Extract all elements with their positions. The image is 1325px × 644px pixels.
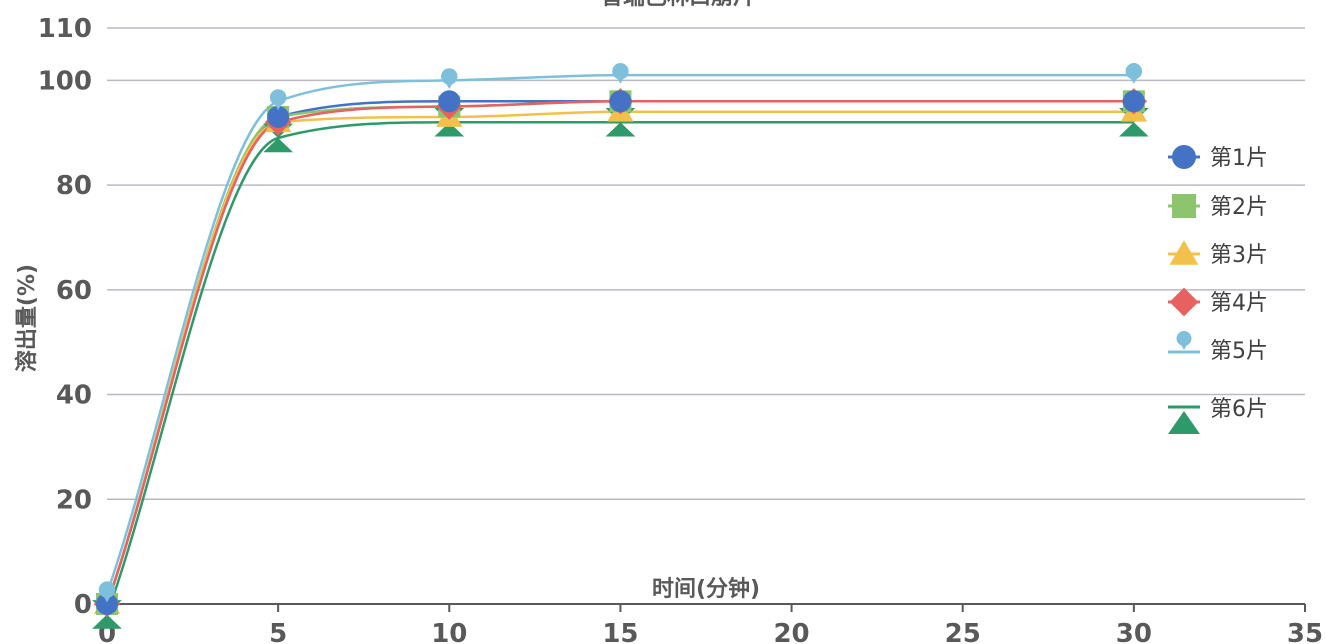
x-tick-label: 10 (431, 619, 467, 644)
x-tick-label: 20 (773, 619, 809, 644)
pin-tip (444, 80, 455, 90)
y-tick-label: 100 (38, 66, 92, 96)
legend-marker (1172, 145, 1196, 169)
legend-item-3: 第3片 (1168, 240, 1268, 268)
series-markers-4 (93, 88, 1148, 618)
legend-marker (1168, 411, 1200, 434)
grid-layer (107, 27, 1305, 501)
legend-marker (1169, 240, 1199, 265)
legend-item-6: 第6片 (1168, 397, 1268, 434)
pin-tip (615, 75, 626, 84)
series-layer (105, 73, 1134, 615)
pin-tip (1179, 342, 1189, 350)
data-point (98, 581, 116, 603)
legend-label: 第5片 (1210, 339, 1268, 364)
data-point (441, 68, 458, 90)
legend-marker (1172, 194, 1196, 218)
y-tick-label: 40 (56, 381, 92, 411)
data-point (269, 89, 287, 111)
legend-label: 第1片 (1210, 146, 1268, 171)
series-markers-2 (96, 90, 1145, 615)
data-point (1122, 90, 1145, 113)
y-tick-label: 60 (56, 276, 92, 306)
legend-marker (1169, 287, 1199, 317)
data-point (609, 90, 632, 113)
data-point (1125, 63, 1143, 84)
chart-title: 普瑞巴林口崩片 (601, 0, 755, 10)
y-tick-label: 110 (38, 14, 92, 44)
data-point (438, 90, 461, 113)
y-tick-label: 0 (74, 590, 92, 620)
pin-tip (1128, 75, 1139, 84)
pin-tip (102, 593, 112, 603)
x-tick-label: 30 (1116, 619, 1152, 644)
series-line-6 (105, 121, 1134, 615)
series-line-1 (105, 100, 1134, 605)
y-tick-label: 20 (56, 485, 92, 515)
data-point (267, 106, 290, 129)
series-markers-1 (96, 90, 1145, 615)
data-point (96, 593, 118, 615)
series-markers-3 (93, 99, 1148, 614)
series-markers-5 (98, 63, 1143, 603)
legend-item-2: 第2片 (1168, 194, 1268, 220)
x-tick-label: 35 (1287, 619, 1323, 644)
x-tick-label: 15 (602, 619, 638, 644)
x-tick-label: 5 (269, 619, 287, 644)
y-tick-label: 80 (56, 171, 92, 201)
y-axis-title: 溶出量(%) (14, 264, 40, 372)
legend-marker (1176, 331, 1192, 350)
legend-item-4: 第4片 (1168, 287, 1268, 317)
legend-item-1: 第1片 (1168, 145, 1268, 171)
pin-tip (273, 101, 284, 111)
series-line-2 (105, 100, 1134, 605)
x-tick-label: 25 (945, 619, 981, 644)
legend-label: 第4片 (1210, 291, 1268, 316)
data-point (612, 63, 629, 84)
legend-label: 第3片 (1210, 243, 1268, 268)
series-markers-6 (92, 107, 1149, 629)
legend-label: 第6片 (1210, 397, 1268, 422)
series-line-4 (105, 100, 1134, 605)
legend-item-5: 第5片 (1168, 331, 1268, 364)
legend-label: 第2片 (1210, 195, 1268, 220)
x-axis-title: 时间(分钟) (652, 576, 760, 602)
marker-layer (92, 63, 1149, 629)
